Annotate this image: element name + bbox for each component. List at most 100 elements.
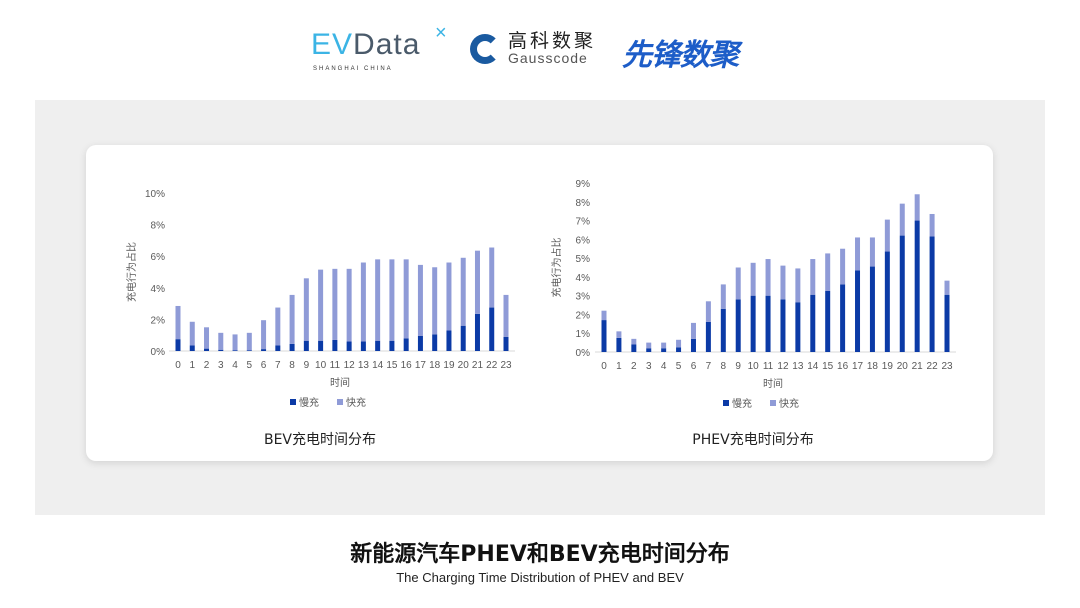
page-subtitle: The Charging Time Distribution of PHEV a…	[396, 570, 684, 585]
x-tick-label: 17	[852, 361, 864, 372]
y-tick-label: 8%	[151, 221, 166, 232]
bar-slow	[232, 350, 238, 351]
x-tick-label: 21	[472, 360, 484, 371]
bar-slow	[884, 251, 890, 352]
bar-fast	[705, 301, 711, 322]
x-tick-label: 7	[275, 360, 281, 371]
bar-slow	[318, 340, 324, 351]
x-tick-label: 8	[289, 360, 295, 371]
bar-fast	[375, 259, 381, 341]
bar-fast	[810, 259, 816, 295]
bar-slow	[646, 348, 652, 352]
bar-fast	[750, 262, 756, 296]
x-tick-label: 6	[691, 361, 697, 372]
x-tick-label: 19	[443, 360, 455, 371]
x-tick-label: 22	[486, 360, 498, 371]
bar-fast	[261, 320, 267, 350]
legend-label: 慢充	[299, 396, 319, 409]
bar-fast	[914, 194, 920, 221]
bar-slow	[855, 270, 861, 352]
legend-label: 快充	[779, 397, 799, 410]
bar-slow	[303, 340, 309, 351]
bar-slow	[765, 295, 771, 352]
x-tick-label: 12	[777, 361, 789, 372]
bar-slow	[690, 338, 696, 352]
x-tick-label: 14	[372, 360, 384, 371]
bar-slow	[432, 334, 438, 351]
bar-slow	[289, 343, 295, 351]
y-tick-label: 1%	[576, 329, 591, 340]
bar-fast	[646, 342, 652, 349]
bar-slow	[705, 321, 711, 352]
bar-fast	[631, 338, 637, 345]
x-tick-label: 1	[189, 360, 195, 371]
bar-slow	[189, 345, 195, 351]
bar-slow	[780, 299, 786, 352]
legend-label: 快充	[346, 396, 366, 409]
bar-fast	[780, 265, 786, 300]
bar-fast	[460, 257, 466, 326]
y-tick-label: 6%	[576, 235, 591, 246]
bar-slow	[460, 325, 466, 351]
bar-fast	[189, 321, 195, 346]
bar-fast	[825, 253, 831, 291]
x-tick-label: 18	[867, 361, 879, 372]
x-tick-label: 17	[415, 360, 427, 371]
x-tick-label: 5	[247, 360, 253, 371]
bar-fast	[275, 307, 281, 346]
x-tick-label: 13	[358, 360, 370, 371]
x-tick-label: 0	[175, 360, 181, 371]
bar-slow	[631, 344, 637, 352]
x-tick-label: 13	[792, 361, 804, 372]
bar-fast	[929, 213, 935, 237]
bar-fast	[303, 278, 309, 341]
bar-slow	[417, 335, 423, 351]
bar-slow	[735, 299, 741, 352]
bar-slow	[489, 307, 495, 351]
x-tick-label: 15	[386, 360, 398, 371]
bar-slow	[810, 294, 816, 352]
bar-slow	[869, 266, 875, 352]
bar-slow	[503, 336, 509, 351]
bar-slow	[661, 348, 667, 352]
x-tick-label: 10	[315, 360, 327, 371]
y-tick-label: 0%	[576, 348, 591, 359]
bar-slow	[676, 347, 682, 352]
bar-fast	[601, 310, 607, 321]
chart-title: PHEV充电时间分布	[692, 432, 813, 448]
bar-fast	[944, 280, 950, 295]
bar-slow	[175, 339, 181, 351]
x-tick-label: 23	[500, 360, 512, 371]
bar-slow	[375, 340, 381, 351]
bar-fast	[720, 284, 726, 309]
x-tick-label: 19	[882, 361, 894, 372]
x-tick-label: 5	[676, 361, 682, 372]
y-axis-label: 充电行为占比	[125, 242, 138, 302]
bar-slow	[825, 290, 831, 352]
bar-slow	[332, 339, 338, 351]
bar-slow	[944, 294, 950, 352]
bar-fast	[204, 327, 210, 349]
bar-fast	[690, 322, 696, 339]
bar-slow	[601, 320, 607, 352]
bar-slow	[246, 350, 252, 351]
bar-slow	[204, 348, 210, 351]
x-tick-label: 21	[912, 361, 924, 372]
bar-slow	[750, 295, 756, 352]
bar-fast	[474, 250, 480, 314]
bar-fast	[289, 294, 295, 344]
x-tick-label: 11	[763, 361, 774, 372]
x-tick-label: 6	[261, 360, 267, 371]
bar-fast	[503, 294, 509, 337]
bar-fast	[246, 332, 252, 351]
bar-slow	[389, 340, 395, 351]
bar-slow	[360, 341, 366, 351]
bar-fast	[661, 342, 667, 349]
gausscode-logo: 高科数聚 Gausscode	[470, 32, 596, 65]
x-axis-label: 时间	[763, 377, 783, 390]
bar-slow	[914, 220, 920, 352]
bar-slow	[261, 349, 267, 351]
bar-fast	[616, 331, 622, 338]
x-tick-label: 16	[401, 360, 413, 371]
